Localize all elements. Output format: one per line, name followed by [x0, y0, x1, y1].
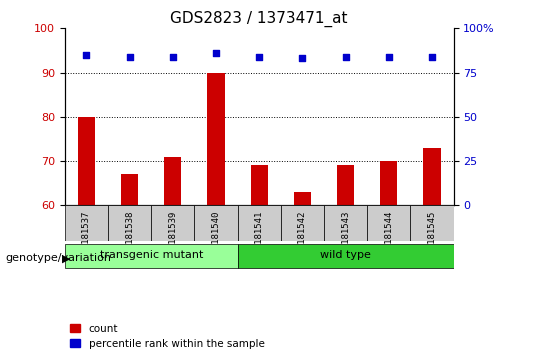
Text: GSM181539: GSM181539 — [168, 211, 177, 259]
Bar — [121, 174, 138, 205]
Text: GSM181544: GSM181544 — [384, 211, 393, 259]
Text: GSM181538: GSM181538 — [125, 211, 134, 259]
Text: GSM181545: GSM181545 — [428, 211, 436, 259]
Bar — [207, 73, 225, 205]
Bar — [251, 165, 268, 205]
Bar — [380, 161, 397, 205]
FancyBboxPatch shape — [324, 205, 367, 241]
FancyBboxPatch shape — [238, 205, 281, 241]
Bar — [423, 148, 441, 205]
FancyBboxPatch shape — [65, 205, 108, 241]
Point — [125, 54, 134, 59]
Point — [341, 54, 350, 59]
Text: transgenic mutant: transgenic mutant — [99, 250, 203, 260]
Point — [82, 52, 91, 58]
FancyBboxPatch shape — [194, 205, 238, 241]
Text: genotype/variation: genotype/variation — [5, 253, 111, 263]
Text: GSM181542: GSM181542 — [298, 211, 307, 259]
Point — [255, 54, 264, 59]
Bar — [164, 156, 181, 205]
FancyBboxPatch shape — [410, 205, 454, 241]
Text: GSM181540: GSM181540 — [212, 211, 220, 259]
Bar — [337, 165, 354, 205]
Text: GSM181543: GSM181543 — [341, 211, 350, 259]
Title: GDS2823 / 1373471_at: GDS2823 / 1373471_at — [171, 11, 348, 27]
Text: GSM181537: GSM181537 — [82, 211, 91, 259]
Bar — [78, 117, 95, 205]
Point — [384, 54, 393, 59]
Text: GSM181541: GSM181541 — [255, 211, 264, 259]
Point — [428, 54, 436, 59]
FancyBboxPatch shape — [108, 205, 151, 241]
Text: ▶: ▶ — [62, 253, 71, 263]
FancyBboxPatch shape — [151, 205, 194, 241]
FancyBboxPatch shape — [281, 205, 324, 241]
Point — [168, 54, 177, 59]
Bar — [294, 192, 311, 205]
Point — [212, 50, 220, 56]
Legend: count, percentile rank within the sample: count, percentile rank within the sample — [70, 324, 265, 349]
Point — [298, 56, 307, 61]
FancyBboxPatch shape — [65, 244, 238, 268]
Text: wild type: wild type — [320, 250, 371, 260]
FancyBboxPatch shape — [367, 205, 410, 241]
FancyBboxPatch shape — [238, 244, 454, 268]
